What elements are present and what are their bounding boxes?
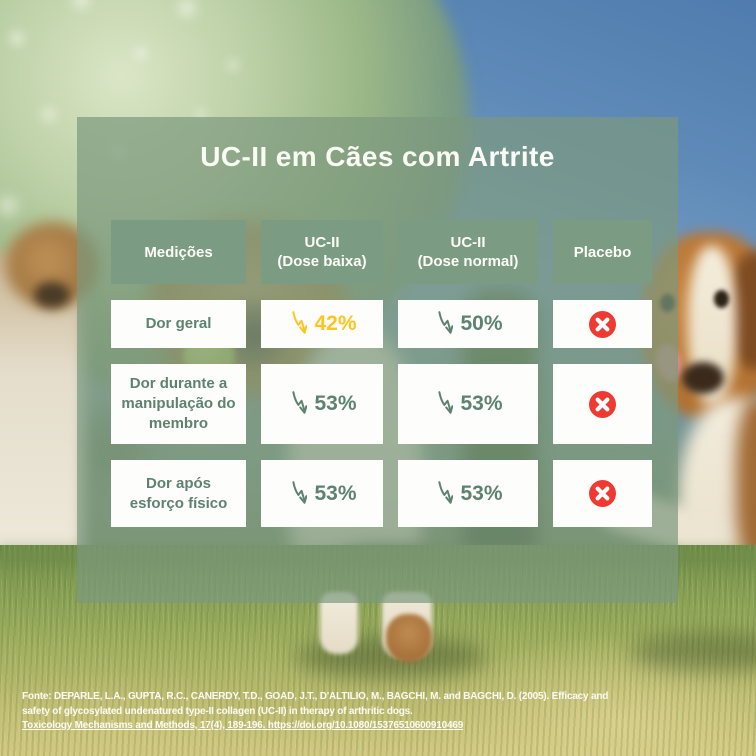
down-trend-arrow-icon xyxy=(292,480,308,504)
dog-right-eye xyxy=(714,290,729,308)
overlay-panel: UC-II em Cães com Artrite Medições UC-II… xyxy=(77,117,678,603)
down-trend-arrow-icon xyxy=(292,391,308,414)
value-cell-normal-dose: 50% xyxy=(398,300,538,348)
value-label: 53% xyxy=(314,392,357,415)
value-cell-normal-dose: 53% xyxy=(398,460,538,527)
dog-right-saddle-patch xyxy=(736,398,756,568)
measurement-cell: Dor após esforço físico xyxy=(111,460,246,527)
column-header-medicoes: Medições xyxy=(111,220,246,284)
measurement-cell: Dor geral xyxy=(111,300,246,348)
measurement-label: Dor após esforço físico xyxy=(129,474,228,512)
value-cell-low-dose: 42% xyxy=(261,300,383,348)
down-trend-arrow-icon xyxy=(438,391,454,414)
dog-left-muzzle xyxy=(34,282,70,308)
value-label: 53% xyxy=(314,481,357,505)
x-circle-icon xyxy=(589,480,616,507)
measurement-label: Dor durante a manipulação do membro xyxy=(121,375,236,432)
placebo-cell xyxy=(553,460,652,527)
measurement-cell: Dor durante a manipulação do membro xyxy=(111,364,246,444)
down-trend-arrow-icon xyxy=(292,311,308,334)
header-label: UC-II xyxy=(450,234,486,251)
value-label: 42% xyxy=(314,312,357,335)
column-header-ucii-dose-normal: UC-II (Dose normal) xyxy=(398,220,538,284)
down-trend-arrow-icon xyxy=(438,480,454,504)
value-label: 53% xyxy=(460,481,503,505)
column-header-ucii-dose-baixa: UC-II (Dose baixa) xyxy=(261,220,383,284)
column-header-placebo: Placebo xyxy=(553,220,652,284)
value-cell-low-dose: 53% xyxy=(261,364,383,444)
value-label: 53% xyxy=(460,392,503,415)
header-label: Medições xyxy=(144,243,213,261)
dog-right-nose xyxy=(682,362,724,394)
citation-doi-link[interactable]: Toxicology Mechanisms and Methods, 17(4)… xyxy=(22,720,464,731)
dog-right-shadow xyxy=(630,632,756,672)
header-sublabel: (Dose baixa) xyxy=(277,253,367,270)
header-sublabel: (Dose normal) xyxy=(417,253,519,270)
measurement-label: Dor geral xyxy=(145,315,212,332)
placebo-cell xyxy=(553,300,652,348)
value-cell-normal-dose: 53% xyxy=(398,364,538,444)
citation-line: safety of glycosylated undenatured type-… xyxy=(22,705,413,717)
citation-line: Fonte: DEPARLE, L.A., GUPTA, R.C., CANER… xyxy=(22,691,609,702)
x-circle-icon xyxy=(589,390,616,418)
down-trend-arrow-icon xyxy=(438,311,454,334)
citation: Fonte: DEPARLE, L.A., GUPTA, R.C., CANER… xyxy=(22,690,738,734)
x-circle-icon xyxy=(589,310,616,338)
page-title: UC-II em Cães com Artrite xyxy=(200,141,555,172)
dog-center-paw xyxy=(386,614,432,662)
results-table: Medições UC-II (Dose baixa) UC-II (Dose … xyxy=(111,220,652,527)
value-label: 50% xyxy=(460,312,503,335)
header-label: Placebo xyxy=(573,243,632,261)
header-label: UC-II xyxy=(304,234,340,251)
value-cell-low-dose: 53% xyxy=(261,460,383,527)
placebo-cell xyxy=(553,364,652,444)
